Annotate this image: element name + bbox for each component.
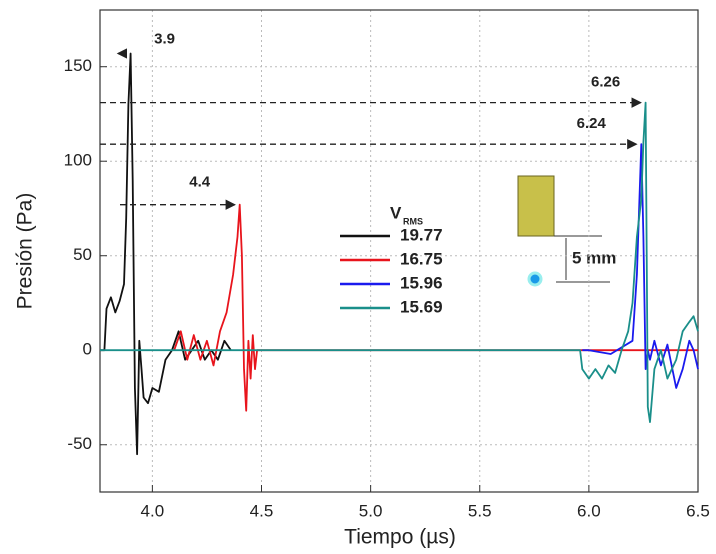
source-dot	[527, 271, 543, 287]
plot-frame	[99, 9, 699, 493]
legend-label: 15.96	[400, 273, 443, 292]
x-tick-label: 6.5	[686, 501, 710, 520]
annotation-label: 6.26	[591, 74, 620, 91]
y-tick-label: -50	[67, 434, 92, 453]
y-tick-label: 50	[73, 245, 92, 264]
x-tick-label: 4.5	[250, 501, 274, 520]
y-tick-label: 150	[64, 56, 92, 75]
x-tick-label: 4.0	[141, 501, 165, 520]
inset-label: 5 mm	[572, 248, 616, 267]
legend-label: 19.77	[400, 225, 443, 244]
y-tick-label: 0	[83, 340, 92, 359]
x-tick-label: 5.0	[359, 501, 383, 520]
inset-diagram: 5 mm	[517, 175, 616, 287]
y-tick-label: 100	[64, 151, 92, 170]
series-line	[582, 143, 699, 389]
series-line	[173, 203, 698, 412]
x-tick-label: 6.0	[577, 501, 601, 520]
legend-label: 15.69	[400, 297, 443, 316]
annotation-label: 6.24	[577, 115, 607, 132]
legend-title: V	[390, 203, 402, 222]
legend-title-sub: RMS	[403, 216, 423, 226]
transducer	[517, 175, 555, 237]
annotation-label: 3.9	[154, 30, 175, 47]
annotation-label: 4.4	[189, 174, 211, 191]
series-line	[100, 101, 699, 423]
x-tick-label: 5.5	[468, 501, 492, 520]
x-axis-label: Tiempo (µs)	[344, 526, 456, 549]
legend-label: 16.75	[400, 249, 443, 268]
y-axis-label: Presión (Pa)	[14, 193, 37, 310]
series-line	[100, 52, 232, 456]
